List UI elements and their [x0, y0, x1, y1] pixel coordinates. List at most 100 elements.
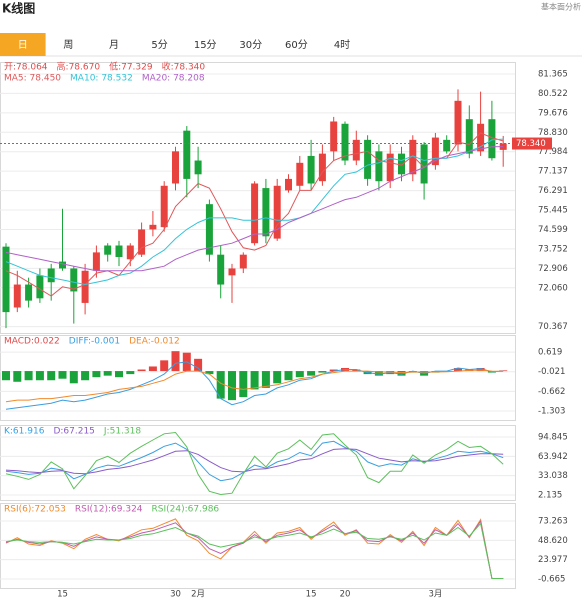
macd-bar — [137, 369, 146, 372]
y-tick-label: 75.445 — [538, 206, 568, 216]
candle-body — [330, 121, 338, 152]
macd-bar — [499, 370, 508, 372]
candle-body — [70, 268, 78, 292]
tab[interactable]: 5分 — [151, 39, 167, 51]
y-tick-label: -0.662 — [538, 387, 565, 397]
legend-entry: RSI(6):72.053 — [4, 505, 66, 515]
tab[interactable]: 4时 — [334, 39, 350, 51]
candle-body — [341, 123, 349, 161]
y-tick-label: 77.984 — [538, 147, 568, 157]
y-tick-label: 2.135 — [538, 491, 562, 501]
y-tick-label: 73.752 — [538, 244, 568, 254]
macd-bar — [103, 371, 112, 376]
candle-body — [386, 153, 394, 182]
candle-body — [25, 284, 33, 301]
tab[interactable]: 30分 — [239, 39, 262, 51]
fundamental-link[interactable]: 基本面分析 — [541, 2, 581, 12]
candle-body — [160, 185, 168, 228]
legend-entry: J:51.318 — [103, 427, 141, 437]
tab[interactable]: 月 — [109, 39, 119, 51]
panel-border — [0, 503, 516, 589]
candle-body — [194, 160, 202, 175]
macd-bar — [92, 371, 101, 378]
macd-bar — [374, 371, 383, 376]
candle-body — [239, 254, 247, 269]
macd-bar — [148, 366, 157, 372]
legend-entry: 收:78.340 — [162, 61, 206, 73]
candle-body — [364, 139, 372, 179]
macd-bar — [69, 371, 78, 384]
y-tick-label: -0.665 — [538, 575, 565, 585]
candle-body — [115, 245, 123, 257]
y-tick-label: 81.365 — [538, 70, 568, 80]
candle-body — [13, 284, 21, 308]
macd-bar — [261, 371, 270, 388]
indicator-line — [5, 522, 504, 579]
macd-bar — [295, 371, 304, 378]
indicator-line — [5, 431, 504, 496]
candle-body — [36, 275, 44, 299]
macd-bar — [194, 358, 203, 372]
candle-body — [205, 204, 213, 255]
tab-active-bg — [0, 33, 46, 56]
macd-bar — [2, 371, 10, 381]
macd-bar — [47, 371, 56, 381]
y-tick-label: 72.906 — [538, 264, 568, 274]
y-tick-label: -0.021 — [538, 367, 565, 377]
y-tick-label: 80.522 — [538, 89, 568, 99]
macd-bar — [284, 371, 293, 381]
x-tick-label: 15 — [57, 590, 68, 600]
last-price-label: 78.340 — [516, 139, 546, 149]
macd-bar — [81, 371, 90, 381]
candle-body — [2, 246, 10, 313]
candle-body — [138, 229, 146, 255]
macd-bar — [250, 371, 259, 390]
x-tick-label: 15 — [306, 590, 317, 600]
panel-border — [0, 335, 516, 421]
macd-bar — [205, 371, 214, 375]
y-tick-label: 63.942 — [538, 452, 568, 462]
macd-bar — [454, 367, 462, 372]
candle-body — [228, 268, 236, 276]
macd-bar — [239, 371, 248, 398]
tab[interactable]: 60分 — [285, 39, 308, 51]
panel-border — [0, 62, 516, 334]
page-title: K线图 — [2, 1, 35, 16]
y-tick-label: 76.291 — [538, 186, 568, 196]
y-tick-label: 33.038 — [538, 471, 568, 481]
legend-entry: MA10: 78.532 — [70, 74, 133, 84]
candle-body — [149, 224, 157, 230]
ma-line — [5, 138, 504, 286]
x-tick-label: 2月 — [191, 590, 205, 600]
candle-body — [431, 137, 439, 166]
y-tick-label: 23.977 — [538, 555, 568, 565]
candle-body — [465, 119, 473, 154]
macd-bar — [476, 367, 485, 372]
macd-bar — [58, 371, 67, 379]
y-tick-label: 0.619 — [538, 348, 562, 358]
legend-entry: MA5: 78.450 — [4, 74, 61, 84]
tab[interactable]: 周 — [63, 39, 73, 51]
candle-body — [375, 151, 383, 182]
candle-body — [251, 183, 259, 244]
indicator-line — [5, 518, 504, 579]
macd-bar — [273, 371, 282, 384]
candle-body — [409, 139, 417, 175]
legend-entry: RSI(12):69.324 — [75, 505, 143, 515]
macd-line — [5, 369, 504, 403]
tab[interactable]: 日 — [18, 40, 28, 51]
y-tick-label: 48.620 — [538, 536, 568, 546]
candle-body — [398, 153, 405, 175]
candle-body — [47, 268, 55, 283]
ma-line — [5, 132, 504, 297]
candle-body — [273, 185, 281, 239]
last-price-tag — [512, 137, 552, 150]
macd-bar — [318, 371, 327, 373]
candle-body — [285, 178, 292, 191]
macd-bar — [35, 371, 44, 381]
candle-body — [488, 119, 496, 159]
y-tick-label: -1.303 — [538, 406, 565, 416]
candle-body — [104, 245, 112, 255]
tab[interactable]: 15分 — [194, 39, 217, 51]
legend-entry: K:61.916 — [4, 427, 45, 437]
